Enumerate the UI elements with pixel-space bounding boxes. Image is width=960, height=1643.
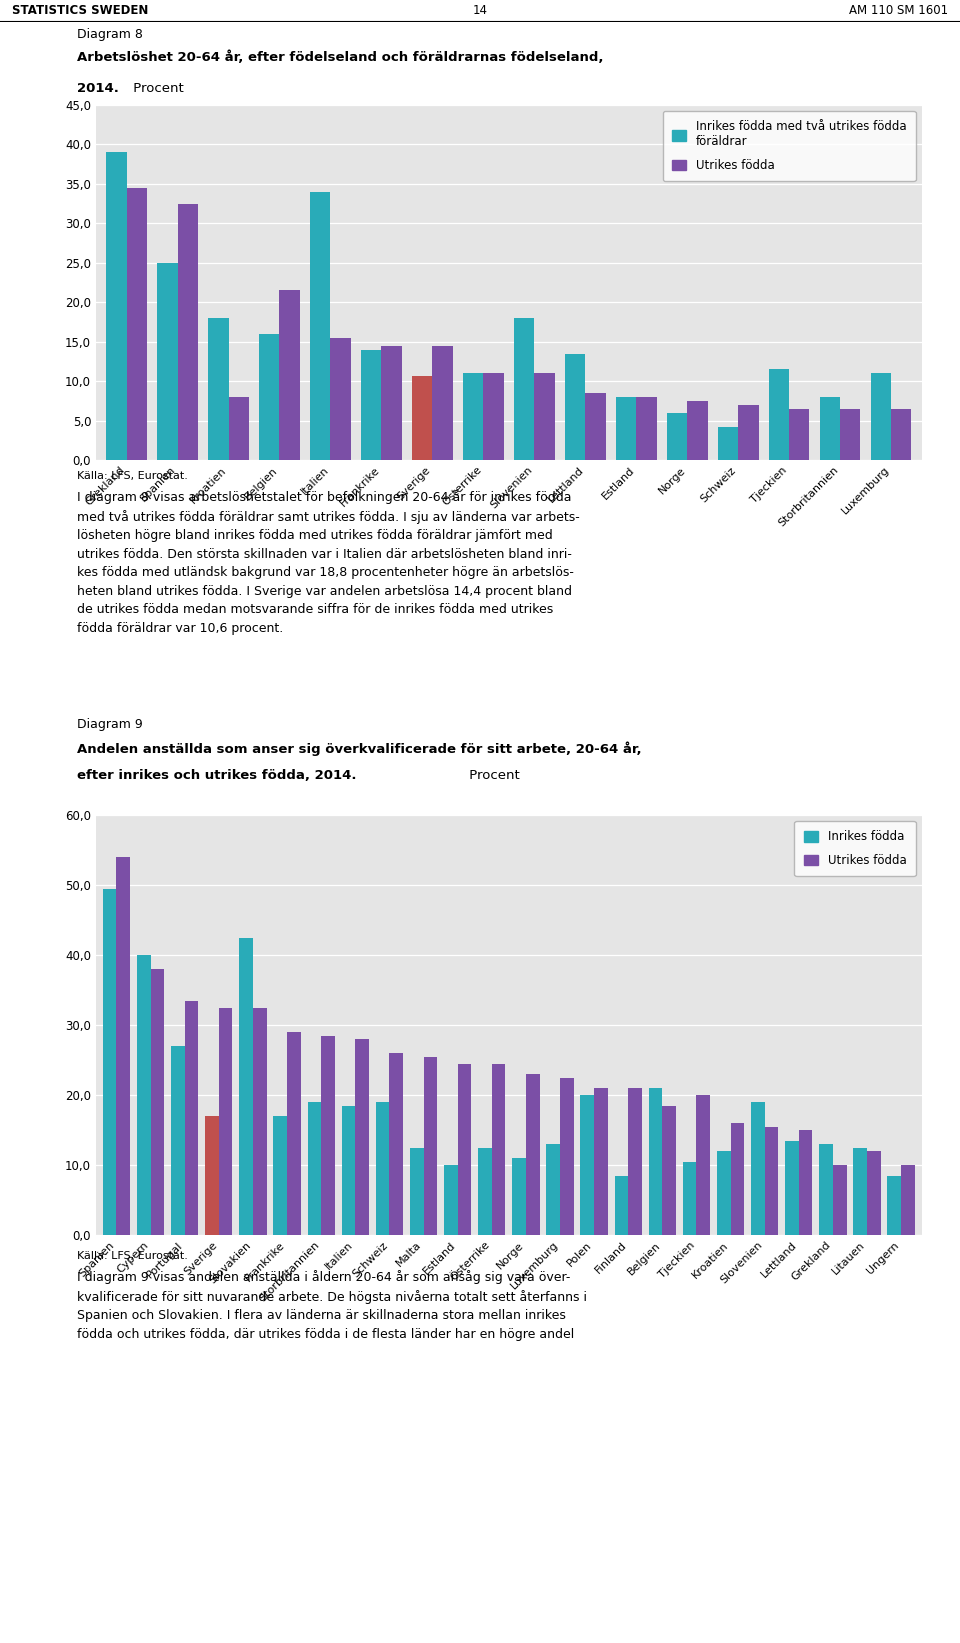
Bar [615, 398, 636, 460]
Bar [492, 1063, 505, 1236]
Bar [410, 1147, 423, 1236]
Bar [799, 1130, 812, 1236]
Bar [274, 1116, 287, 1236]
Bar [833, 1165, 847, 1236]
Bar [586, 393, 606, 460]
Bar [483, 373, 504, 460]
Text: AM 110 SM 1601: AM 110 SM 1601 [850, 3, 948, 16]
Bar [355, 1038, 369, 1236]
Bar [751, 1102, 765, 1236]
Bar [891, 409, 911, 460]
Bar [820, 398, 840, 460]
Text: STATISTICS SWEDEN: STATISTICS SWEDEN [12, 3, 148, 16]
Bar [178, 204, 198, 460]
Bar [546, 1144, 560, 1236]
Bar [157, 263, 178, 460]
Legend: Inrikes födda med två utrikes födda
föräldrar, Utrikes födda: Inrikes födda med två utrikes födda förä… [662, 112, 916, 181]
Bar [137, 955, 151, 1236]
Bar [628, 1088, 642, 1236]
Bar [458, 1063, 471, 1236]
Bar [765, 1127, 779, 1236]
Bar [478, 1147, 492, 1236]
Bar [769, 370, 789, 460]
Text: I diagram 9 visas andelen anställda i åldern 20-64 år som ansåg sig vara över-
k: I diagram 9 visas andelen anställda i ål… [77, 1270, 587, 1341]
Bar [819, 1144, 833, 1236]
Bar [208, 319, 228, 460]
Bar [738, 404, 758, 460]
Bar [279, 291, 300, 460]
Bar [867, 1152, 880, 1236]
Bar [581, 1094, 594, 1236]
Bar [307, 1102, 322, 1236]
Text: Andelen anställda som anser sig överkvalificerade för sitt arbete, 20-64 år,: Andelen anställda som anser sig överkval… [77, 741, 641, 756]
Bar [687, 401, 708, 460]
Bar [853, 1147, 867, 1236]
Bar [219, 1007, 232, 1236]
Text: Diagram 8: Diagram 8 [77, 28, 143, 41]
Legend: Inrikes födda, Utrikes födda: Inrikes födda, Utrikes födda [795, 822, 916, 876]
Bar [526, 1075, 540, 1236]
Bar [381, 345, 402, 460]
Bar [564, 353, 586, 460]
Bar [560, 1078, 574, 1236]
Bar [785, 1140, 799, 1236]
Bar [649, 1088, 662, 1236]
Bar [375, 1102, 390, 1236]
Bar [361, 350, 381, 460]
Text: Diagram 9: Diagram 9 [77, 718, 142, 731]
Bar [287, 1032, 300, 1236]
Bar [444, 1165, 458, 1236]
Bar [228, 398, 249, 460]
Bar [887, 1175, 901, 1236]
Text: 2014.: 2014. [77, 82, 119, 95]
Bar [683, 1162, 696, 1236]
Bar [322, 1035, 335, 1236]
Bar [330, 338, 350, 460]
Bar [789, 409, 809, 460]
Bar [614, 1175, 628, 1236]
Text: Procent: Procent [466, 769, 520, 782]
Bar [423, 1056, 437, 1236]
Bar [662, 1106, 676, 1236]
Bar [871, 373, 891, 460]
Text: 14: 14 [472, 3, 488, 16]
Text: Källa: LFS, Eurostat.: Källa: LFS, Eurostat. [77, 1250, 187, 1260]
Bar [636, 398, 657, 460]
Bar [390, 1053, 403, 1236]
Bar [259, 334, 279, 460]
Bar [667, 412, 687, 460]
Bar [594, 1088, 608, 1236]
Bar [840, 409, 860, 460]
Text: Procent: Procent [130, 82, 184, 95]
Bar [535, 373, 555, 460]
Bar [901, 1165, 915, 1236]
Bar [731, 1124, 744, 1236]
Bar [252, 1007, 267, 1236]
Bar [514, 319, 535, 460]
Bar [103, 889, 116, 1236]
Bar [513, 1158, 526, 1236]
Text: Arbetslöshet 20-64 år, efter födelseland och föräldrarnas födelseland,: Arbetslöshet 20-64 år, efter födelseland… [77, 51, 603, 64]
Bar [342, 1106, 355, 1236]
Text: Källa: LFS, Eurostat.: Källa: LFS, Eurostat. [77, 472, 187, 481]
Bar [127, 187, 147, 460]
Bar [463, 373, 483, 460]
Bar [151, 969, 164, 1236]
Bar [412, 376, 432, 460]
Bar [184, 1001, 199, 1236]
Bar [239, 938, 252, 1236]
Text: I diagram 8 visas arbetslöshetstalet för befolkningen 20-64 år för inrikes födda: I diagram 8 visas arbetslöshetstalet för… [77, 490, 580, 634]
Bar [107, 153, 127, 460]
Text: efter inrikes och utrikes födda, 2014.: efter inrikes och utrikes födda, 2014. [77, 769, 356, 782]
Bar [696, 1094, 710, 1236]
Bar [116, 858, 131, 1236]
Bar [718, 427, 738, 460]
Bar [310, 192, 330, 460]
Bar [432, 347, 453, 460]
Bar [171, 1047, 184, 1236]
Bar [205, 1116, 219, 1236]
Bar [717, 1152, 731, 1236]
